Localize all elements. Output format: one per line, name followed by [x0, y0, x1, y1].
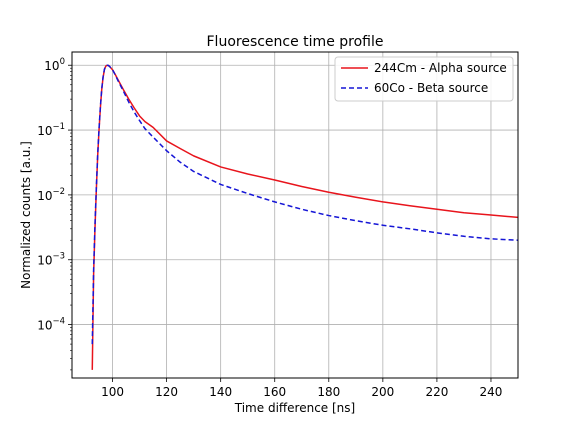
x-tick-label: 220 [425, 385, 448, 399]
series-layer [91, 64, 518, 370]
x-tick-label: 140 [209, 385, 232, 399]
x-axis-ticks: 100 120 140 160 180 200 220 240 [101, 378, 502, 399]
axes-background [72, 52, 518, 378]
series-line-alpha [91, 64, 518, 370]
x-tick-label: 160 [263, 385, 286, 399]
x-tick-label: 240 [480, 385, 503, 399]
x-axis-label: Time difference [ns] [234, 401, 355, 415]
x-tick-label: 180 [317, 385, 340, 399]
x-tick-label: 120 [155, 385, 178, 399]
y-axis-ticks: 10−4 10−3 10−2 10−1 100 [37, 57, 72, 371]
legend: 244Cm - Alpha source 60Co - Beta source [334, 56, 514, 102]
series-line-beta [91, 64, 518, 345]
x-tick-label: 100 [101, 385, 124, 399]
legend-box [334, 56, 514, 102]
y-tick-label: 10−4 [37, 317, 65, 333]
y-axis-label: Normalized counts [a.u.] [19, 141, 33, 289]
y-tick-label: 100 [44, 57, 65, 73]
y-tick-label: 10−1 [37, 122, 65, 138]
y-tick-label: 10−3 [37, 252, 65, 268]
legend-label-beta: 60Co - Beta source [374, 81, 488, 95]
plot-area [71, 51, 519, 379]
x-tick-label: 200 [371, 385, 394, 399]
chart-title: Fluorescence time profile [207, 34, 384, 50]
axes-frame [71, 51, 519, 379]
legend-label-alpha: 244Cm - Alpha source [374, 61, 507, 75]
y-tick-label: 10−2 [37, 187, 65, 203]
